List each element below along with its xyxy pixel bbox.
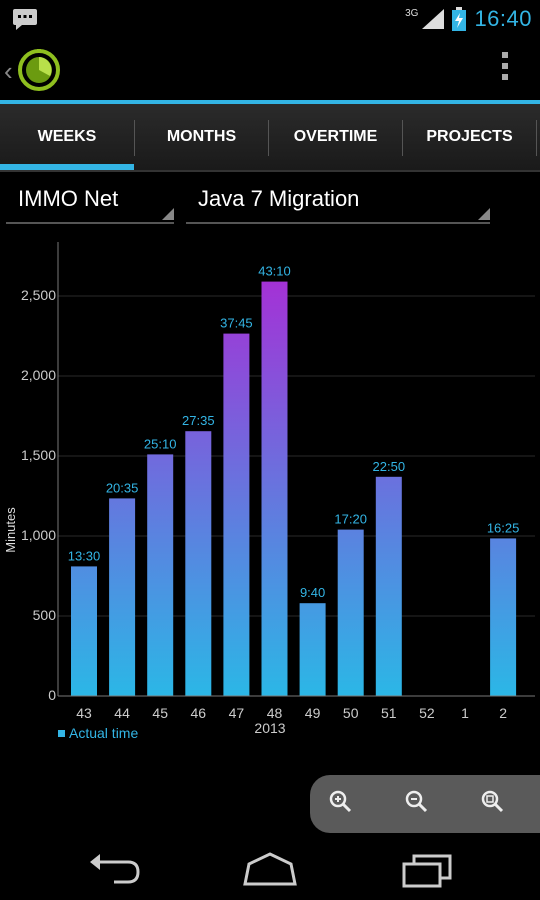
bar-week-48[interactable]	[261, 281, 288, 696]
legend-swatch	[58, 730, 65, 737]
home-icon[interactable]	[235, 850, 305, 890]
y-tick-label: 500	[33, 607, 57, 623]
y-tick-label: 1,000	[21, 527, 56, 543]
bar-week-45[interactable]	[147, 454, 174, 696]
y-tick-label: 1,500	[21, 447, 56, 463]
tab-weeks[interactable]: WEEKS	[37, 128, 97, 145]
bar-value-label: 17:20	[334, 512, 367, 527]
status-bar: 3G 16:40	[0, 0, 540, 38]
x-tick-label: 43	[76, 705, 92, 721]
bar-value-label: 43:10	[258, 264, 291, 279]
zoom-controls	[310, 775, 540, 833]
status-time: 16:40	[474, 6, 532, 31]
x-tick-label: 51	[381, 705, 397, 721]
bar-value-label: 22:50	[373, 459, 406, 474]
tab-bar: WEEKS MONTHS OVERTIME PROJECTS	[0, 104, 540, 172]
bar-value-label: 9:40	[300, 585, 325, 600]
stopwatch-logo-icon[interactable]	[18, 49, 60, 91]
x-tick-label: 52	[419, 705, 435, 721]
recents-icon[interactable]	[392, 850, 462, 890]
spinner-dropdown-icon	[162, 208, 174, 220]
overflow-menu-icon[interactable]	[500, 52, 510, 86]
bar-value-label: 20:35	[106, 480, 139, 495]
zoom-out-icon[interactable]	[402, 787, 432, 817]
x-tick-label: 2	[499, 705, 507, 721]
bar-week-46[interactable]	[185, 431, 212, 696]
x-tick-label: 46	[191, 705, 207, 721]
action-bar: ‹	[0, 38, 540, 100]
back-icon[interactable]	[78, 850, 148, 890]
tab-selected-indicator	[0, 164, 134, 170]
signal-icon	[422, 9, 445, 29]
bar-value-label: 27:35	[182, 413, 215, 428]
y-tick-label: 0	[48, 687, 56, 703]
network-type: 3G	[405, 7, 419, 19]
customer-spinner-value: IMMO Net	[18, 186, 119, 211]
tab-divider	[134, 120, 135, 156]
project-spinner[interactable]: Java 7 Migration	[186, 178, 490, 224]
bar-week-2[interactable]	[490, 538, 517, 696]
y-tick-label: 2,000	[21, 367, 56, 383]
battery-charging-icon	[452, 7, 467, 31]
x-tick-label: 47	[229, 705, 245, 721]
bar-week-44[interactable]	[109, 498, 136, 696]
legend-label: Actual time	[69, 725, 138, 741]
customer-spinner[interactable]: IMMO Net	[6, 178, 174, 224]
bar-week-47[interactable]	[223, 333, 250, 696]
bar-value-label: 37:45	[220, 316, 253, 331]
bar-week-50[interactable]	[337, 529, 364, 696]
x-tick-label: 48	[267, 705, 283, 721]
weekly-time-bar-chart: 13:30 20:35 25:10 27:35 37:45 43:10 9:40 17:20 2…	[3, 242, 535, 741]
project-spinner-value: Java 7 Migration	[198, 186, 360, 211]
tab-overtime[interactable]: OVERTIME	[293, 128, 378, 145]
x-tick-label: 49	[305, 705, 321, 721]
zoom-reset-icon[interactable]	[478, 787, 508, 817]
zoom-in-icon[interactable]	[326, 787, 356, 817]
y-axis-title: Minutes	[3, 507, 18, 553]
navigation-bar	[0, 840, 540, 900]
action-bar-divider	[0, 100, 540, 104]
x-tick-label: 45	[152, 705, 168, 721]
bar-value-label: 25:10	[144, 436, 177, 451]
tab-projects[interactable]: PROJECTS	[426, 128, 513, 145]
x-axis-title: 2013	[254, 720, 285, 736]
y-tick-label: 2,500	[21, 287, 56, 303]
bar-week-51[interactable]	[375, 476, 402, 696]
x-tick-label: 1	[461, 705, 469, 721]
x-tick-label: 44	[114, 705, 130, 721]
bar-week-49[interactable]	[299, 603, 326, 696]
tab-divider	[402, 120, 403, 156]
spinner-dropdown-icon	[478, 208, 490, 220]
tab-months[interactable]: MONTHS	[166, 128, 237, 145]
bar-week-43[interactable]	[71, 566, 97, 696]
up-chevron-icon[interactable]: ‹	[4, 56, 13, 86]
bar-value-label: 16:25	[487, 520, 520, 535]
tab-divider	[536, 120, 537, 156]
bar-value-label: 13:30	[68, 548, 101, 563]
x-tick-label: 50	[343, 705, 359, 721]
tab-divider	[268, 120, 269, 156]
notification-chat-icon	[13, 9, 37, 30]
